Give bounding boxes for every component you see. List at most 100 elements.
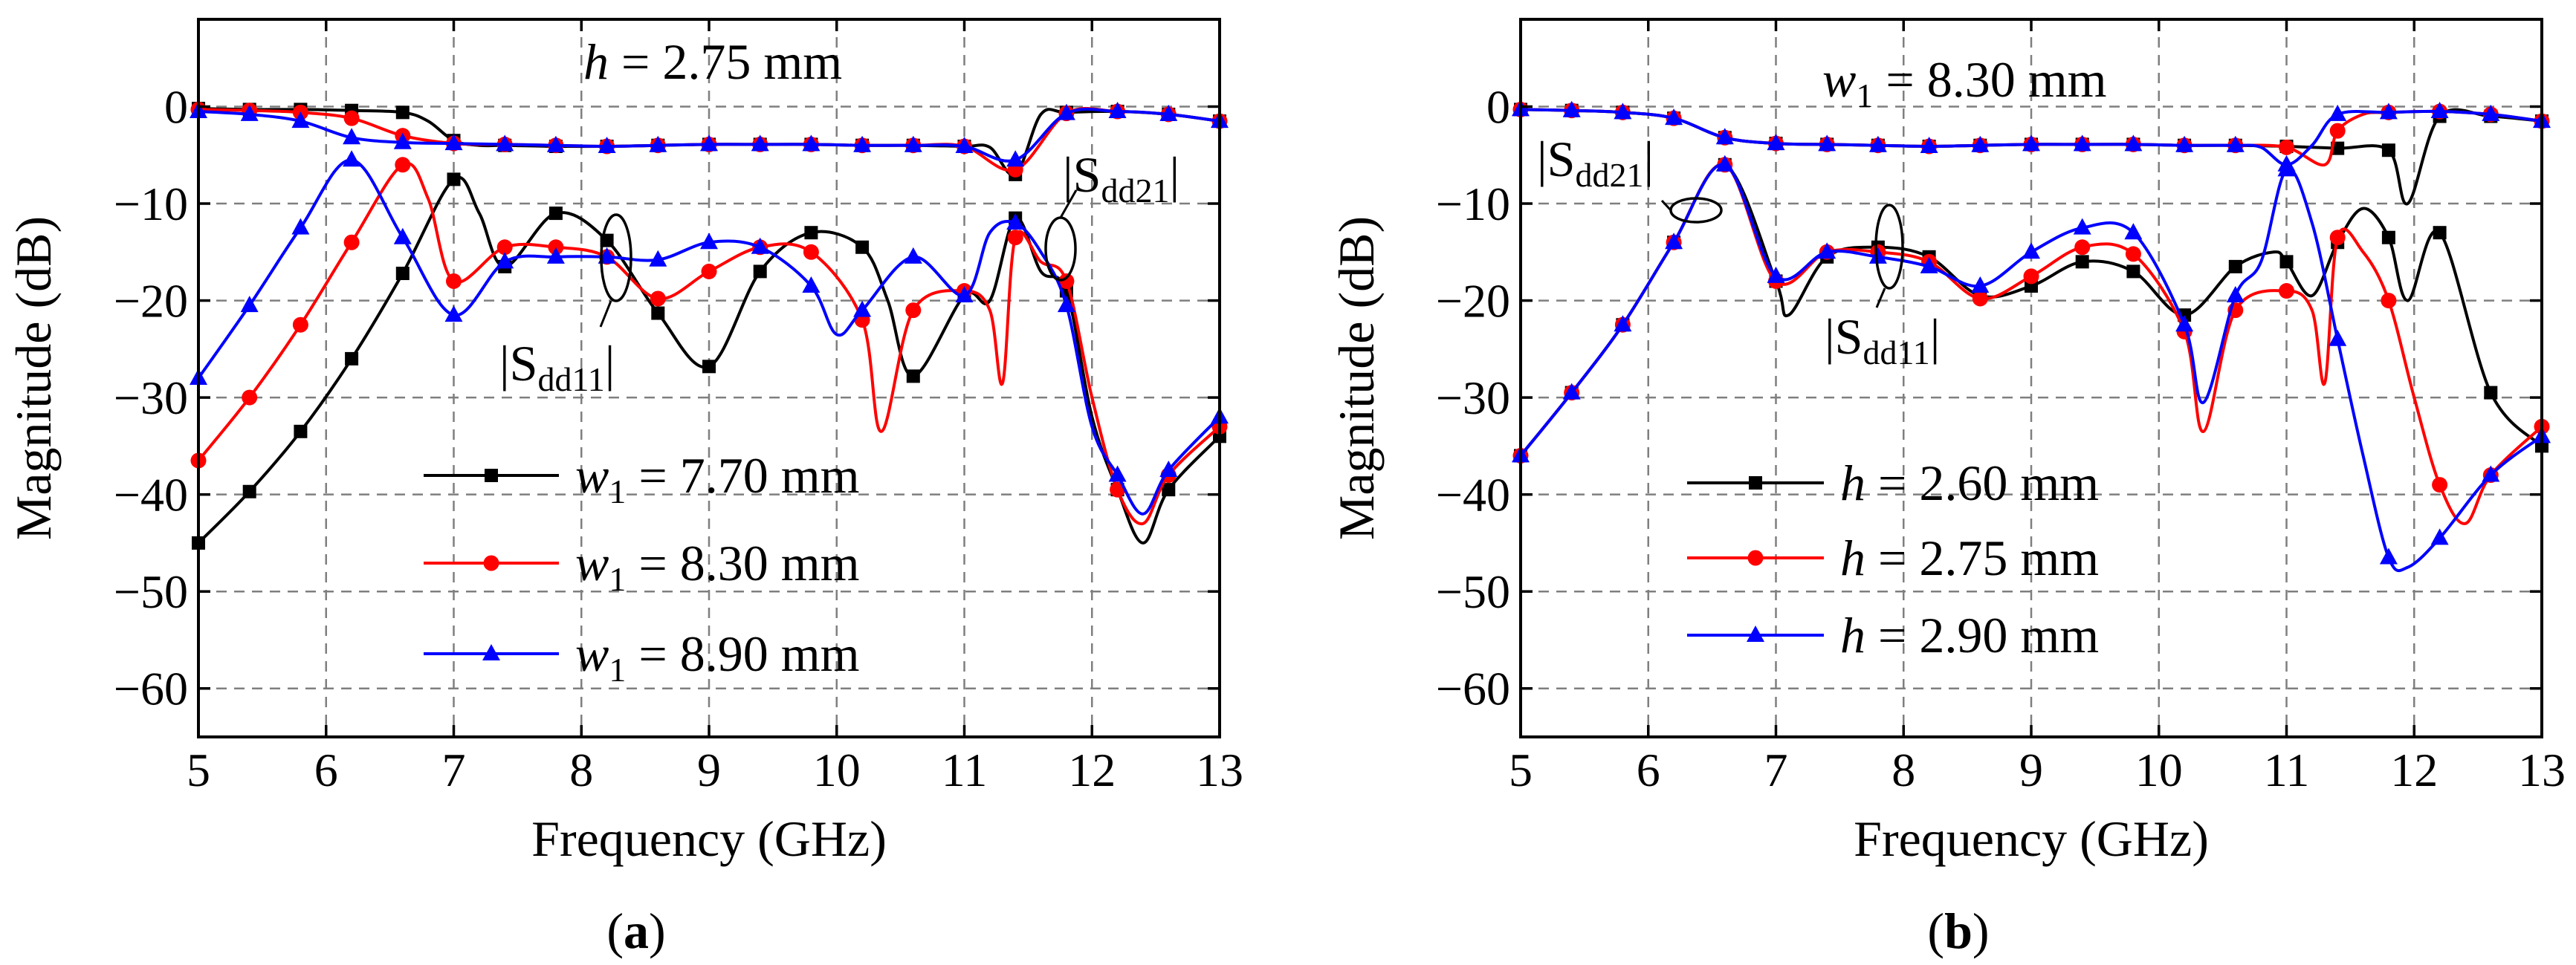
series-point: [2023, 268, 2039, 285]
y-tick-label: −10: [114, 178, 188, 230]
series-point: [2126, 264, 2140, 279]
series-point: [955, 286, 974, 303]
y-tick-label: −50: [1436, 565, 1510, 618]
y-tick-label: −40: [114, 469, 188, 522]
svg-text:h = 2.75 mm: h = 2.75 mm: [1840, 530, 2099, 586]
y-tick-label: 0: [1486, 80, 1510, 133]
series-point: [2175, 135, 2194, 152]
series-point: [240, 104, 259, 121]
x-axis-label: Frequency (GHz): [531, 810, 887, 867]
x-tick-label: 11: [942, 744, 988, 796]
legend: h = 2.60 mm h = 2.75 mm h = 2.90 mm: [1687, 455, 2099, 663]
series-point: [2279, 283, 2294, 299]
y-tick-label: −20: [1436, 275, 1510, 328]
series-point: [1665, 108, 1683, 126]
annotation-leader-sdd11: [599, 300, 612, 328]
series-point: [1159, 461, 1178, 478]
series-point: [1159, 104, 1178, 121]
series-point: [395, 105, 410, 120]
x-tick-label: 12: [1068, 744, 1116, 796]
legend-marker: [485, 469, 498, 482]
series-point: [240, 296, 259, 313]
series-point: [2279, 139, 2294, 155]
series-point: [803, 244, 819, 260]
series-point: [1562, 383, 1581, 400]
series-point: [2073, 134, 2091, 152]
legend-marker: [483, 555, 499, 571]
series-point: [802, 134, 821, 152]
series-point: [1614, 315, 1632, 332]
y-tick-label: 0: [164, 80, 188, 133]
y-axis-label: Magnitude (dB): [1328, 216, 1385, 540]
series-point: [753, 264, 767, 279]
x-tick-label: 13: [1196, 744, 1243, 796]
svg-text:w1 = 8.30 mm: w1 = 8.30 mm: [575, 535, 860, 598]
series-point: [1110, 481, 1126, 498]
series-point: [2277, 160, 2296, 177]
series-point: [2430, 102, 2449, 119]
annotation-leader-sdd21: [1660, 199, 1672, 212]
series-point: [395, 267, 410, 281]
series-point: [291, 218, 310, 235]
svg-text:h = 2.60 mm: h = 2.60 mm: [1840, 455, 2099, 511]
series-point: [802, 276, 821, 293]
annotation-leader-sdd11: [1875, 287, 1886, 308]
svg-text:w1 = 7.70 mm: w1 = 7.70 mm: [575, 447, 860, 510]
legend-entry-w1-8-30: w1 = 8.30 mm: [424, 535, 860, 598]
series-point: [751, 237, 769, 254]
x-tick-label: 7: [442, 744, 466, 796]
series-point: [2484, 386, 2498, 400]
legend-entry-h-2-60: h = 2.60 mm: [1687, 455, 2099, 511]
annotation-ellipse-sdd11: [1874, 204, 1904, 290]
annotation-title: w1 = 8.30 mm: [1822, 51, 2107, 114]
series-line: [1520, 108, 2543, 166]
series-point: [343, 128, 361, 145]
series-point: [1006, 213, 1025, 230]
annotation-ellipse-sdd11: [600, 213, 632, 302]
series-point: [1006, 150, 1025, 167]
annotation-sdd21: |Sdd21|: [1063, 146, 1179, 209]
series-point: [1767, 134, 1785, 151]
legend-marker: [1747, 626, 1764, 642]
annotation-title: h = 2.75 mm: [583, 33, 842, 90]
series-point: [2329, 104, 2347, 121]
series-point: [1868, 247, 1887, 264]
series-point: [2075, 255, 2089, 269]
axis-ticks: 5 6 7 8 9 10 11 12 13 0 −10 −20 −30 −40 −50 −60: [114, 19, 1243, 796]
x-tick-label: 13: [2518, 744, 2566, 796]
y-tick-label: −50: [114, 565, 188, 618]
y-tick-label: −20: [114, 275, 188, 328]
series-point: [1868, 135, 1887, 152]
x-tick-label: 8: [1891, 744, 1915, 796]
series-point: [1715, 155, 1734, 172]
series-point: [546, 135, 565, 152]
series-point: [2226, 286, 2245, 303]
series-point: [294, 424, 308, 438]
annotation-sdd11: |Sdd11|: [499, 335, 615, 398]
y-tick-label: −30: [1436, 371, 1510, 424]
chart-panel-b: 5 6 7 8 9 10 11 12 13 0 −10 −20 −30 −40 −50 −60 Magnitu…: [1328, 18, 2566, 959]
series-point: [1920, 256, 1938, 273]
series-point: [2124, 134, 2143, 152]
y-tick-label: −60: [1436, 663, 1510, 715]
series-point: [2124, 223, 2143, 240]
series-point: [496, 252, 514, 269]
series-point: [2482, 465, 2500, 482]
svg-text:w1 = 8.90 mm: w1 = 8.90 mm: [575, 626, 860, 689]
series-point: [855, 240, 870, 254]
series-point: [2125, 246, 2141, 262]
series-point: [701, 263, 717, 279]
series-point: [343, 234, 360, 250]
series-point: [1971, 276, 1990, 293]
series-point: [2228, 259, 2242, 273]
series-point: [2329, 329, 2347, 346]
x-tick-label: 8: [569, 744, 593, 796]
series-point: [598, 137, 616, 154]
series-point: [1971, 135, 1990, 152]
series-point: [751, 134, 769, 152]
series-point: [292, 316, 308, 333]
series-point: [649, 135, 667, 152]
plot-series: [1512, 100, 2551, 573]
series-point: [904, 135, 922, 152]
series-point: [2022, 134, 2040, 152]
